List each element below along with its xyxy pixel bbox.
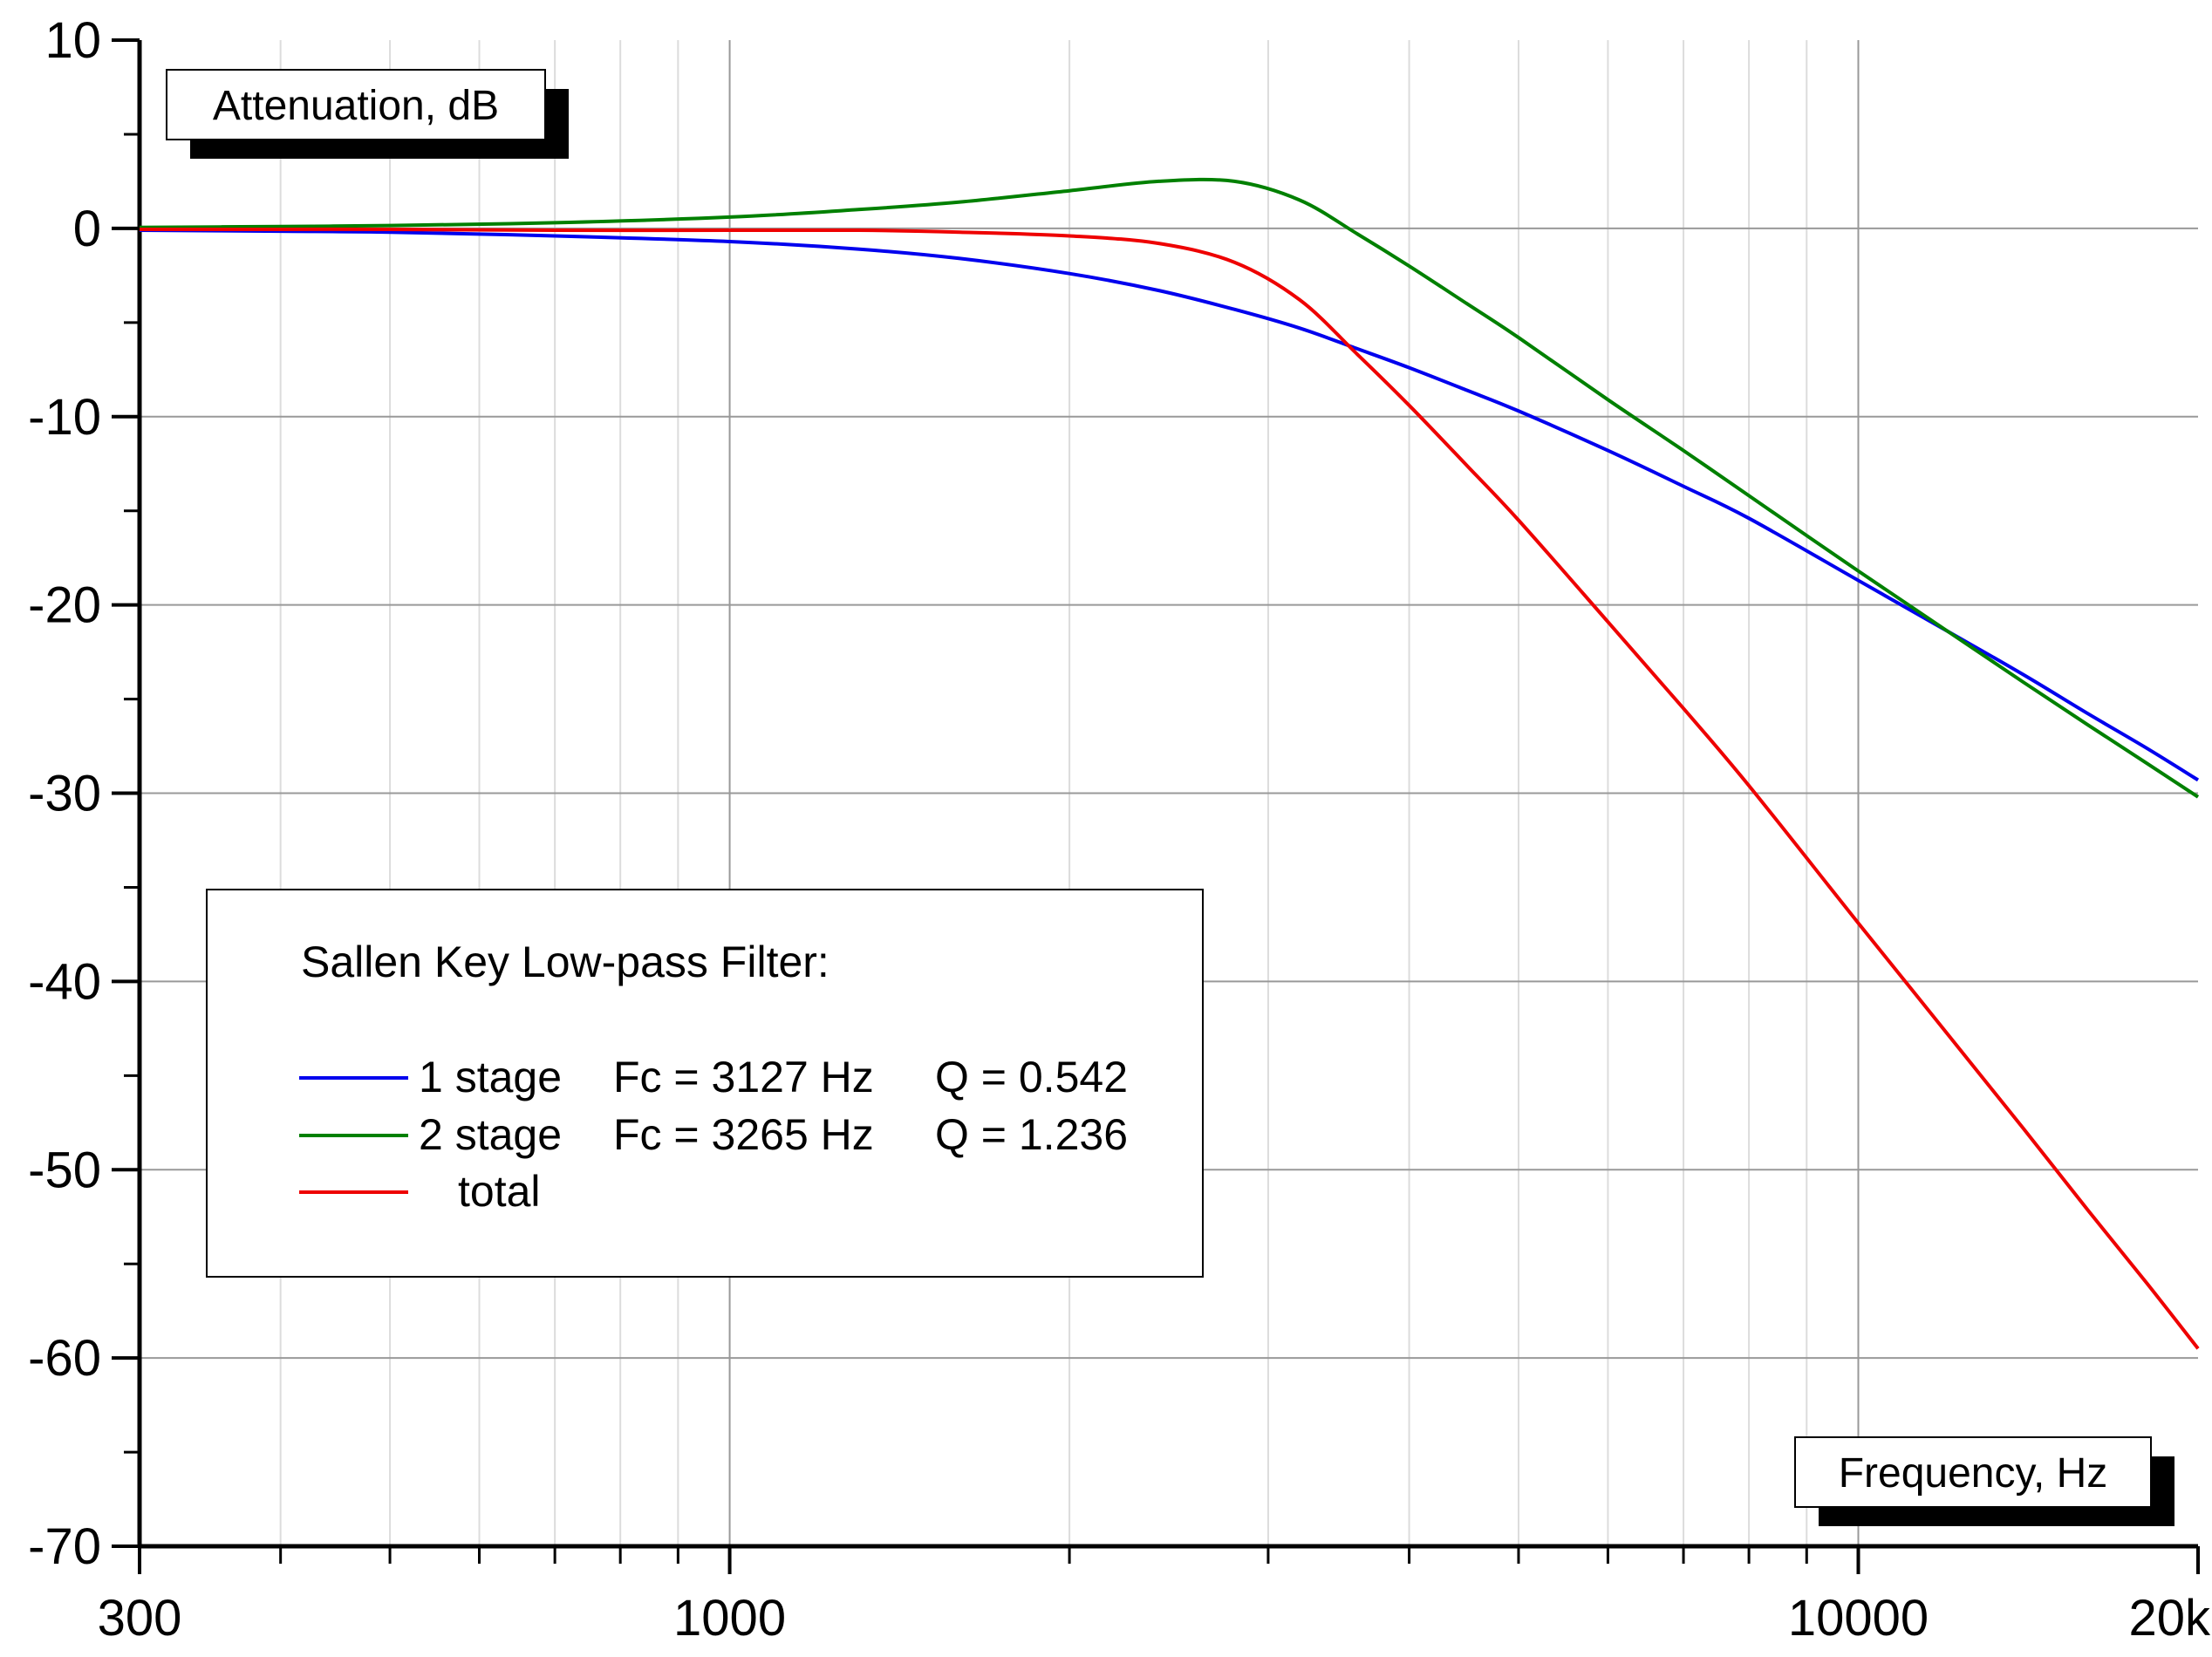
ticks: 300 1000 10000 20k 10 0 -10 -20 -30 -40 -50 -60 -70 (28, 12, 2211, 1647)
legend-entry-2-stage: 2 stage (419, 1110, 562, 1159)
y-axis-label-box: Attenuation, dB (166, 69, 569, 159)
y-tick-label: -60 (28, 1330, 101, 1387)
y-tick-label: 0 (73, 201, 101, 257)
legend-entry-1-stage: 1 stage (419, 1053, 562, 1101)
series-line-1-stage (139, 228, 2200, 782)
legend-q-2-stage: Q = 1.236 (935, 1110, 1128, 1159)
x-tick-label: 10000 (1788, 1590, 1929, 1647)
y-axis-label: Attenuation, dB (213, 83, 499, 129)
x-tick-label: 1000 (673, 1590, 786, 1647)
y-tick-label: -20 (28, 577, 101, 634)
legend-entry-total: total (458, 1167, 541, 1216)
y-tick-label: -30 (28, 766, 101, 822)
legend-title: Sallen Key Low-pass Filter: (301, 938, 830, 986)
legend-q-1-stage: Q = 0.542 (935, 1053, 1128, 1101)
legend-fc-1-stage: Fc = 3127 Hz (613, 1053, 874, 1101)
x-axis-label-box: Frequency, Hz (1794, 1436, 2174, 1526)
x-tick-label: 20k (2128, 1590, 2211, 1647)
legend: Sallen Key Low-pass Filter: 1 stage Fc =… (206, 889, 1204, 1278)
y-tick-label: -70 (28, 1518, 101, 1575)
legend-fc-2-stage: Fc = 3265 Hz (613, 1110, 874, 1159)
series-line-total (140, 227, 2200, 1350)
series-lines (139, 177, 2200, 1350)
y-tick-label: 10 (44, 12, 101, 69)
y-tick-label: -40 (28, 953, 101, 1010)
series-line-2-stage (139, 177, 2200, 799)
major-grid (140, 40, 2198, 1546)
y-tick-label: -10 (28, 389, 101, 446)
x-tick-label: 300 (98, 1590, 182, 1647)
y-tick-label: -50 (28, 1142, 101, 1198)
x-axis-label: Frequency, Hz (1839, 1450, 2108, 1497)
legend-frame (206, 889, 1204, 1278)
